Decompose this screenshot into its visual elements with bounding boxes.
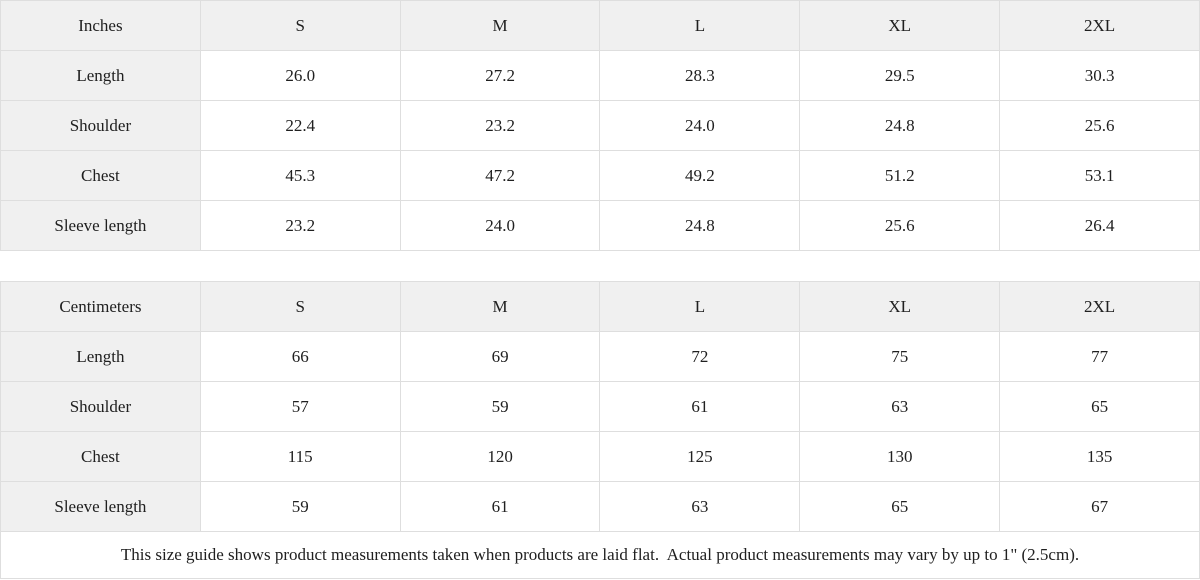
measurement-value-cell: 53.1 (999, 150, 1200, 201)
measurement-label-cell: Shoulder (0, 381, 201, 432)
measurement-value-cell: 77 (999, 331, 1200, 382)
measurement-value-cell: 25.6 (999, 100, 1200, 151)
unit-header-cell: Centimeters (0, 281, 201, 332)
measurement-value-cell: 72 (599, 331, 801, 382)
measurement-value-cell: 45.3 (199, 150, 401, 201)
measurement-label-cell: Shoulder (0, 100, 201, 151)
measurement-row: Sleeve length 59 61 63 65 67 (0, 481, 1200, 532)
size-header-cell: 2XL (999, 281, 1200, 332)
measurement-label-cell: Chest (0, 431, 201, 482)
measurement-value-cell: 47.2 (399, 150, 601, 201)
inches-size-table: Inches S M L XL 2XL Length 26.0 27.2 28.3 29.5 30.3… (0, 0, 1200, 251)
size-header-cell: L (599, 281, 801, 332)
table-gap-spacer (0, 251, 1200, 281)
measurement-value-cell: 61 (399, 481, 601, 532)
measurement-value-cell: 24.8 (799, 100, 1001, 151)
measurement-value-cell: 130 (799, 431, 1001, 482)
measurement-value-cell: 135 (999, 431, 1200, 482)
measurement-value-cell: 67 (999, 481, 1200, 532)
measurement-value-cell: 65 (999, 381, 1200, 432)
measurement-value-cell: 49.2 (599, 150, 801, 201)
size-header-row: Inches S M L XL 2XL (0, 0, 1200, 51)
measurement-label-cell: Sleeve length (0, 200, 201, 251)
measurement-value-cell: 22.4 (199, 100, 401, 151)
measurement-row: Length 26.0 27.2 28.3 29.5 30.3 (0, 50, 1200, 101)
measurement-value-cell: 61 (599, 381, 801, 432)
measurement-value-cell: 28.3 (599, 50, 801, 101)
unit-header-cell: Inches (0, 0, 201, 51)
measurement-value-cell: 25.6 (799, 200, 1001, 251)
measurement-value-cell: 63 (599, 481, 801, 532)
centimeters-size-table: Centimeters S M L XL 2XL Length 66 69 72 75 77 Shoul… (0, 281, 1200, 532)
size-header-row: Centimeters S M L XL 2XL (0, 281, 1200, 332)
measurement-value-cell: 66 (199, 331, 401, 382)
measurement-value-cell: 63 (799, 381, 1001, 432)
measurement-row: Chest 45.3 47.2 49.2 51.2 53.1 (0, 150, 1200, 201)
measurement-value-cell: 59 (399, 381, 601, 432)
measurement-value-cell: 29.5 (799, 50, 1001, 101)
measurement-value-cell: 26.4 (999, 200, 1200, 251)
measurement-value-cell: 59 (199, 481, 401, 532)
measurement-row: Shoulder 57 59 61 63 65 (0, 381, 1200, 432)
measurement-value-cell: 26.0 (199, 50, 401, 101)
measurement-value-cell: 65 (799, 481, 1001, 532)
measurement-row: Length 66 69 72 75 77 (0, 331, 1200, 382)
measurement-value-cell: 51.2 (799, 150, 1001, 201)
size-header-cell: L (599, 0, 801, 51)
measurement-label-cell: Length (0, 331, 201, 382)
measurement-label-cell: Chest (0, 150, 201, 201)
measurement-value-cell: 27.2 (399, 50, 601, 101)
size-header-cell: S (199, 281, 401, 332)
measurement-value-cell: 23.2 (399, 100, 601, 151)
size-header-cell: XL (799, 0, 1001, 51)
measurement-label-cell: Sleeve length (0, 481, 201, 532)
size-guide-disclaimer: This size guide shows product measuremen… (0, 531, 1200, 579)
size-header-cell: M (399, 281, 601, 332)
measurement-value-cell: 120 (399, 431, 601, 482)
measurement-value-cell: 24.0 (399, 200, 601, 251)
measurement-label-cell: Length (0, 50, 201, 101)
size-header-cell: XL (799, 281, 1001, 332)
measurement-value-cell: 75 (799, 331, 1001, 382)
measurement-value-cell: 69 (399, 331, 601, 382)
measurement-value-cell: 57 (199, 381, 401, 432)
measurement-value-cell: 24.0 (599, 100, 801, 151)
measurement-row: Shoulder 22.4 23.2 24.0 24.8 25.6 (0, 100, 1200, 151)
measurement-value-cell: 24.8 (599, 200, 801, 251)
measurement-value-cell: 125 (599, 431, 801, 482)
size-header-cell: M (399, 0, 601, 51)
measurement-value-cell: 30.3 (999, 50, 1200, 101)
measurement-row: Chest 115 120 125 130 135 (0, 431, 1200, 482)
measurement-value-cell: 23.2 (199, 200, 401, 251)
size-header-cell: 2XL (999, 0, 1200, 51)
size-header-cell: S (199, 0, 401, 51)
measurement-row: Sleeve length 23.2 24.0 24.8 25.6 26.4 (0, 200, 1200, 251)
measurement-value-cell: 115 (199, 431, 401, 482)
